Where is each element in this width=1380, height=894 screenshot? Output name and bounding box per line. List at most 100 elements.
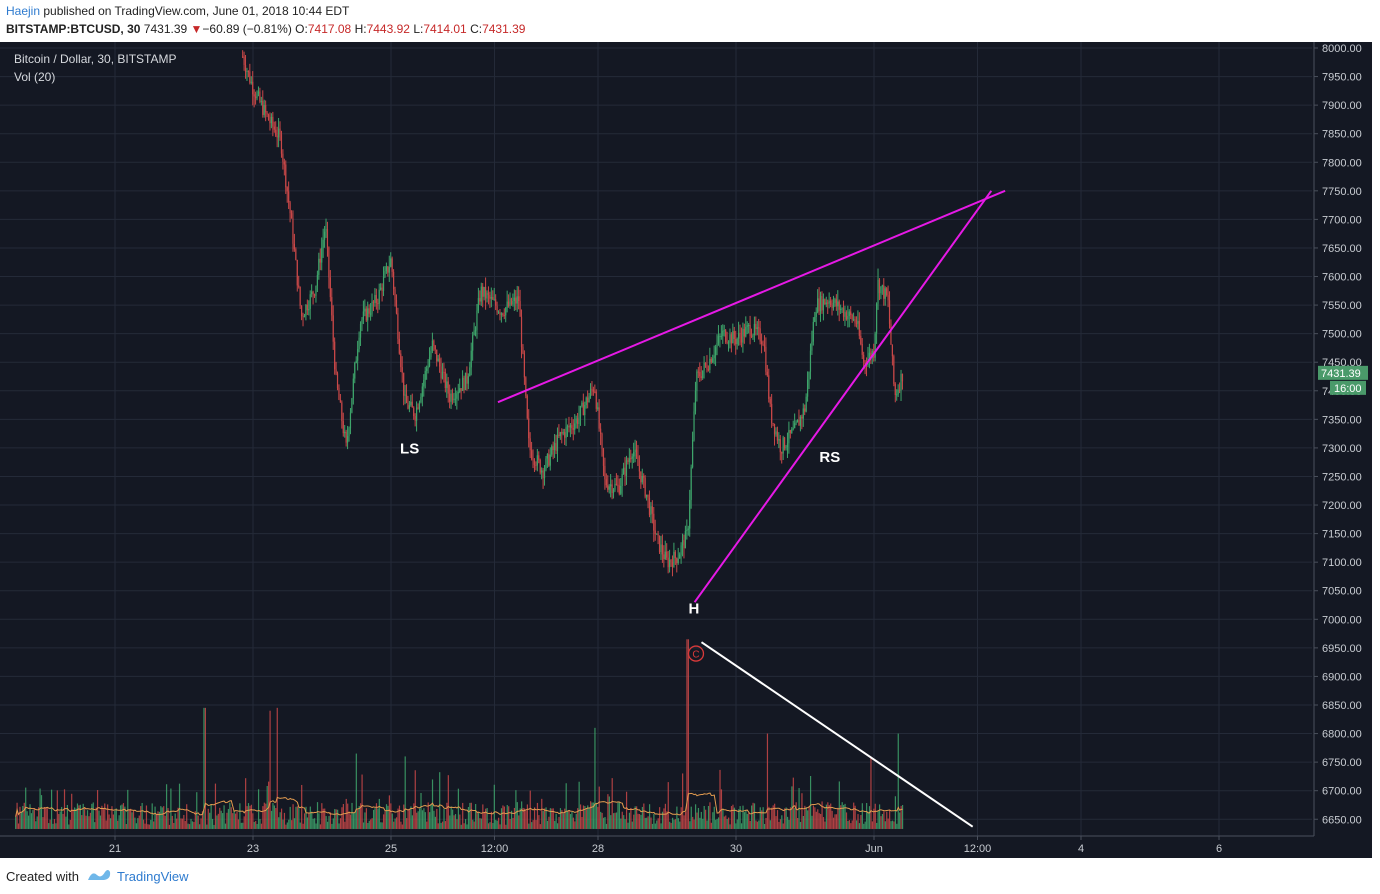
candle-body: [611, 484, 613, 494]
volume-bar: [40, 795, 43, 829]
volume-bar: [617, 802, 619, 829]
volume-bar: [188, 824, 191, 829]
pattern-label-ls: LS: [400, 441, 419, 458]
volume-bar: [170, 788, 172, 829]
candle-body: [838, 301, 840, 310]
candle-body: [874, 333, 876, 358]
candle: [565, 418, 567, 447]
candle-body: [795, 422, 797, 424]
volume-bar: [324, 808, 326, 829]
volume-bar: [347, 803, 349, 829]
candle-body: [719, 336, 721, 338]
candle: [769, 396, 771, 408]
author-link[interactable]: Haejin: [6, 4, 41, 18]
price-chart[interactable]: LSHRSC8000.007950.007900.007850.007800.0…: [0, 42, 1372, 858]
chart-area[interactable]: LS H RS C 8000.00 7950.00 7900.00 7850.00 7800.0…: [0, 42, 1372, 858]
candle: [272, 111, 274, 137]
volume-bar: [503, 806, 505, 829]
volume-bar: [832, 817, 835, 829]
volume-bar: [89, 812, 91, 829]
candle-body: [740, 336, 743, 343]
candle: [719, 333, 721, 348]
volume-bar: [72, 809, 74, 829]
candle: [334, 337, 336, 375]
candle: [837, 290, 839, 316]
candle-body: [420, 396, 422, 403]
candle-body: [660, 544, 662, 552]
candle-body: [896, 394, 898, 396]
candle-body: [354, 362, 356, 379]
candle: [686, 519, 688, 540]
volume-bar: [713, 806, 715, 829]
candle-body: [822, 299, 824, 311]
tradingview-brand-link[interactable]: TradingView: [117, 869, 189, 884]
volume-bar: [689, 821, 691, 829]
candle-body: [608, 486, 610, 490]
candle-body: [579, 406, 582, 417]
candle-body: [265, 105, 267, 113]
volume-bar: [65, 816, 67, 829]
candle: [588, 392, 590, 403]
volume-bar: [569, 814, 572, 829]
candle: [739, 324, 741, 346]
candle-body: [788, 430, 790, 444]
volume-bar: [633, 814, 635, 829]
volume-bar: [220, 810, 222, 829]
candle: [854, 316, 856, 327]
volume-bar: [763, 823, 766, 829]
candle: [896, 389, 898, 401]
volume-bar: [309, 806, 311, 829]
candle-body: [666, 551, 668, 558]
candle-body: [288, 191, 290, 203]
candle: [564, 428, 566, 446]
candle: [725, 328, 727, 344]
volume-bar: [615, 812, 618, 829]
volume-bar: [804, 805, 806, 829]
candle-body: [858, 321, 860, 336]
candle-body: [474, 329, 477, 331]
volume-bar: [452, 809, 454, 829]
candle: [384, 266, 386, 278]
candle: [536, 448, 538, 472]
candle: [368, 304, 370, 318]
volume-bar: [818, 813, 820, 829]
volume-bar: [634, 806, 636, 829]
candle-body: [829, 300, 832, 305]
volume-bar: [802, 816, 804, 829]
candle-body: [769, 398, 771, 404]
candle: [782, 435, 784, 461]
candle-body: [690, 467, 692, 500]
candle-body: [411, 401, 413, 408]
price-tick-label: 7750.00: [1322, 186, 1362, 198]
candle: [615, 473, 617, 486]
volume-bar: [404, 756, 406, 829]
candle-body: [549, 454, 551, 466]
candle: [319, 248, 321, 271]
volume-bar: [487, 823, 490, 829]
candle: [496, 301, 498, 316]
candle: [464, 372, 467, 391]
candle: [786, 432, 789, 459]
volume-moving-average: [15, 792, 903, 817]
volume-bar: [843, 804, 845, 829]
candle-body: [269, 120, 271, 124]
candle: [726, 331, 728, 345]
volume-bar: [204, 707, 206, 829]
candle: [702, 370, 704, 380]
candle-body: [680, 545, 682, 555]
candle: [887, 285, 889, 308]
volume-bar: [801, 793, 803, 829]
volume-bar: [650, 817, 652, 829]
candle: [607, 475, 609, 493]
volume-bar: [749, 820, 751, 829]
candle-body: [894, 383, 896, 396]
candle: [775, 427, 777, 437]
volume-bar: [513, 807, 516, 829]
candle-body: [244, 65, 247, 73]
candle-body: [292, 218, 294, 244]
candle: [817, 289, 819, 314]
candle: [269, 112, 271, 131]
volume-bar: [164, 815, 166, 829]
volume-bar: [128, 809, 130, 829]
volume-bar: [508, 806, 510, 829]
